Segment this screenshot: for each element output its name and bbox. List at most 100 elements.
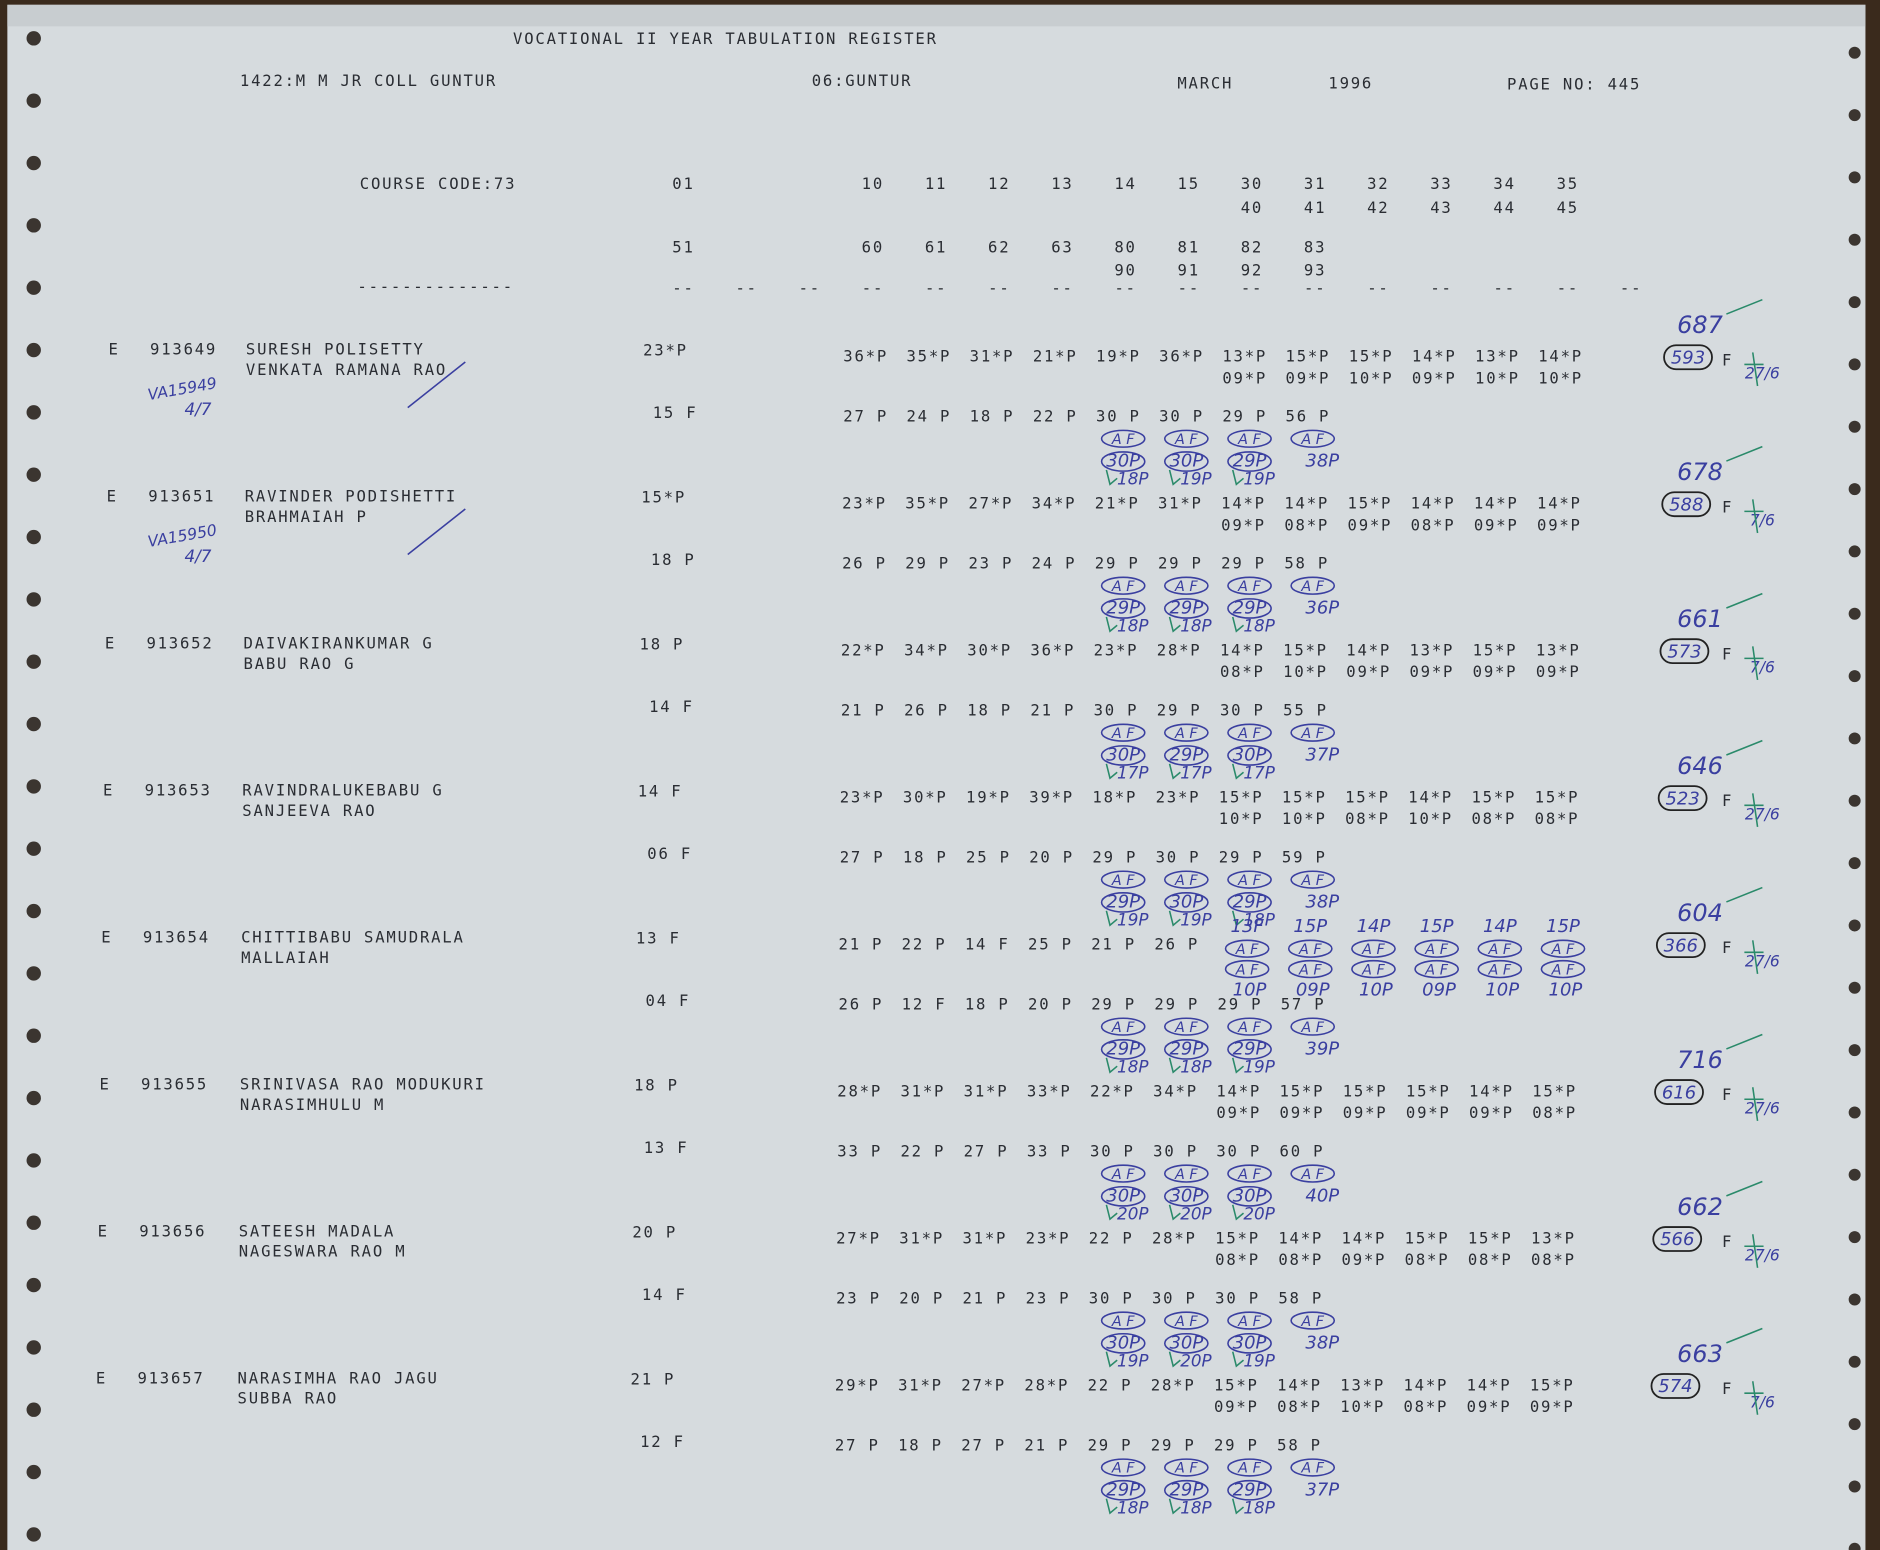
handwritten-total: 678 [1677, 458, 1723, 486]
ref-note: 4/7 [184, 399, 211, 419]
circled-af [1100, 1458, 1146, 1477]
mark: 30 P [1096, 408, 1141, 426]
course-col: 80 [1114, 239, 1136, 257]
row-code: E [101, 928, 112, 946]
reval-mark: 38P [1305, 451, 1339, 472]
mark: 15*P [1343, 1083, 1388, 1101]
mark: 15*P [1282, 789, 1327, 807]
mark: 08*P [1532, 1104, 1577, 1122]
course-col: 93 [1304, 261, 1326, 279]
af-note: A F [1174, 1167, 1198, 1183]
hole [1848, 545, 1861, 558]
circled-af [1227, 1311, 1272, 1330]
hole [1848, 1418, 1861, 1431]
circled-af [1100, 1164, 1146, 1183]
mark: 09*P [1343, 1104, 1388, 1122]
course-col: 43 [1430, 199, 1452, 217]
mark: 14*P [1474, 495, 1519, 513]
mark: 24 P [906, 408, 951, 426]
mark: 22 P [900, 1143, 945, 1161]
mark: 22*P [1090, 1083, 1135, 1101]
af-note: A F [1174, 579, 1198, 595]
reval-mark: 29P [1233, 1479, 1267, 1500]
af-note: A F [1111, 1461, 1135, 1477]
mark: 30 P [1094, 702, 1139, 720]
circled-af [1290, 870, 1336, 889]
mark: 18 P [970, 408, 1015, 426]
af-note: A F [1487, 962, 1511, 978]
af-note: A F [1424, 962, 1448, 978]
mark: 09*P [1346, 663, 1391, 681]
af-note: A F [1235, 962, 1259, 978]
circled-reval [1163, 892, 1209, 913]
hand-mark: 13F [1231, 916, 1265, 937]
circled-af [1287, 939, 1333, 958]
reval-mark: 19P [1243, 469, 1275, 489]
af-note: A F [1551, 942, 1575, 958]
circled-af [1224, 959, 1270, 979]
mark: 15*P [1283, 642, 1328, 660]
row-code: E [105, 634, 116, 652]
mark: 08*P [1403, 1398, 1448, 1416]
first-mark: 14 F [638, 783, 683, 801]
mark: 23 P [1026, 1289, 1071, 1307]
mark: 58 P [1278, 1289, 1323, 1307]
course-col: 44 [1493, 199, 1515, 217]
hand-mark: 14P [1357, 916, 1391, 937]
mark: 18 P [965, 996, 1010, 1014]
mark: 22*P [841, 642, 886, 660]
mark: 27 P [835, 1436, 880, 1454]
mark: 58 P [1277, 1436, 1322, 1454]
hole [1848, 1293, 1861, 1306]
tick [1744, 499, 1764, 534]
student-name: SRINIVASA RAO MODUKURI [240, 1075, 486, 1093]
reval-mark: 29P [1233, 451, 1267, 472]
mark: 15*P [1348, 495, 1393, 513]
mark: 39*P [1029, 789, 1074, 807]
hole [26, 716, 41, 732]
dash: -- [1620, 279, 1642, 297]
tick [1726, 1327, 1763, 1344]
reval-mark: 30P [1169, 1185, 1203, 1206]
father-name: SUBBA RAO [238, 1390, 339, 1408]
hand-mark: 10P [1359, 980, 1393, 1001]
roll-no: 913657 [137, 1369, 204, 1387]
mark: 30 P [1215, 1289, 1260, 1307]
hole [26, 592, 41, 607]
af-note: A F [1424, 942, 1448, 958]
hole [1848, 981, 1861, 994]
first-mark: 23*P [643, 342, 688, 360]
course-col: 10 [862, 175, 884, 193]
course-col: 33 [1430, 175, 1452, 193]
reval-mark: 18P [1243, 1497, 1275, 1517]
mark: 14*P [1403, 1377, 1448, 1395]
handwritten-total: 661 [1677, 605, 1723, 633]
circled-af [1351, 959, 1396, 979]
tick-arrow [1168, 469, 1181, 486]
student-name: SATEESH MADALA [239, 1222, 395, 1240]
mark: 21*P [1033, 348, 1078, 366]
mark: 30*P [967, 642, 1012, 660]
reval-mark: 29P [1169, 744, 1203, 765]
month: MARCH [1177, 74, 1233, 92]
circled-af [1163, 576, 1209, 595]
mark: 23 P [836, 1289, 881, 1307]
result-total: 593 [1671, 347, 1705, 368]
af-note: A F [1361, 962, 1385, 978]
mark: 09*P [1409, 663, 1454, 681]
mark: 13*P [1475, 348, 1520, 366]
tick-arrow [1105, 1057, 1118, 1074]
af-note: A F [1174, 1314, 1198, 1330]
tick [1744, 1381, 1764, 1415]
circled-af [1224, 939, 1270, 958]
college: 1422:M M JR COLL GUNTUR [240, 72, 497, 90]
course-col: 14 [1114, 175, 1136, 193]
student-name: RAVINDER PODISHETTI [245, 488, 457, 506]
mark: 36*P [1030, 642, 1075, 660]
mark: 15*P [1406, 1083, 1451, 1101]
af-note: A F [1174, 1020, 1198, 1036]
mark: 26 P [1154, 936, 1199, 954]
circled-af [1163, 1017, 1209, 1036]
reval-mark: 18P [1180, 1497, 1212, 1517]
circled-af [1163, 1458, 1209, 1477]
